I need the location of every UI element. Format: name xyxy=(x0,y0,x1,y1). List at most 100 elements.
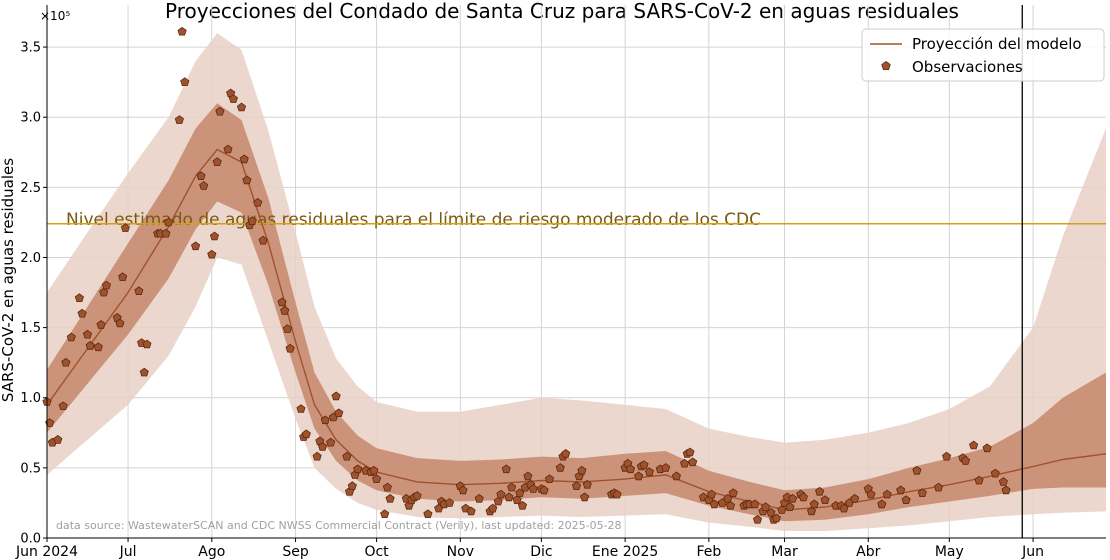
observation-point xyxy=(512,495,522,505)
observation-point xyxy=(580,492,590,502)
model-projection-line xyxy=(46,148,1107,511)
x-tick-label: Mar xyxy=(771,544,798,560)
y-axis-label: SARS-CoV-2 en aguas residuales xyxy=(0,158,17,402)
observation-point xyxy=(685,447,695,457)
observation-point xyxy=(728,488,738,498)
observation-point xyxy=(82,329,93,339)
observation-point xyxy=(215,106,225,116)
y-tick-label: 2.0 xyxy=(20,251,41,266)
observation-point xyxy=(528,484,538,493)
observation-point xyxy=(982,443,992,453)
observation-point xyxy=(680,458,690,468)
threshold-label: Nivel estimado de aguas residuales para … xyxy=(66,210,761,230)
observation-point xyxy=(385,493,395,503)
x-tick-label: Jun 2024 xyxy=(15,544,78,560)
observation-point xyxy=(644,467,654,477)
observation-point xyxy=(115,318,125,328)
x-tick-label: Nov xyxy=(447,544,474,560)
observation-point xyxy=(277,297,287,307)
observation-point xyxy=(180,77,190,86)
observation-point xyxy=(101,280,111,290)
observation-point xyxy=(212,157,222,167)
x-tick-label: May xyxy=(935,544,964,560)
observation-point xyxy=(877,499,887,509)
observation-point xyxy=(326,437,336,447)
observation-point xyxy=(45,418,55,427)
observation-point xyxy=(280,306,290,315)
observation-point xyxy=(612,489,622,499)
observation-point xyxy=(493,496,503,506)
observation-point xyxy=(372,474,382,484)
observation-point xyxy=(709,499,719,509)
observation-point xyxy=(444,498,455,507)
y-tick-label: 1.5 xyxy=(20,321,41,336)
confidence-bands xyxy=(47,33,1106,531)
observation-point xyxy=(504,492,514,502)
observation-point xyxy=(320,415,330,425)
legend-observations-swatch xyxy=(881,61,891,70)
observation-point xyxy=(318,442,328,451)
chart-title: Proyecciones del Condado de Santa Cruz p… xyxy=(165,0,959,23)
observation-point xyxy=(118,272,128,282)
observation-point xyxy=(347,481,357,491)
observation-point xyxy=(85,341,95,350)
axes xyxy=(46,5,1106,539)
observation-point xyxy=(750,499,760,509)
threshold-group: Nivel estimado de aguas residuales para … xyxy=(47,210,1106,230)
observation-point xyxy=(196,171,206,181)
observation-point xyxy=(688,457,698,467)
observation-point xyxy=(223,144,233,154)
observation-point xyxy=(661,463,671,472)
observation-point xyxy=(752,515,763,524)
observation-point xyxy=(258,235,268,245)
observation-point xyxy=(53,435,63,444)
observation-point xyxy=(96,320,106,329)
observation-point xyxy=(912,465,922,475)
observation-point xyxy=(134,286,144,296)
observation-point xyxy=(353,464,363,474)
observation-point xyxy=(507,482,517,492)
observation-point xyxy=(282,324,292,333)
observation-point xyxy=(990,468,1000,478)
observation-point xyxy=(369,465,379,475)
observation-point xyxy=(974,475,984,485)
observation-point xyxy=(725,500,736,510)
observation-point xyxy=(555,463,565,472)
observation-point xyxy=(191,241,201,251)
observation-point xyxy=(93,342,103,352)
observation-point xyxy=(788,493,798,503)
observation-point xyxy=(896,485,906,495)
observation-point xyxy=(639,460,649,469)
y-tick-label: 1.0 xyxy=(20,391,41,406)
observation-point xyxy=(228,94,238,103)
observation-point xyxy=(582,479,592,489)
observation-point xyxy=(960,456,971,465)
x-tick-label: Feb xyxy=(696,544,721,560)
observation-point xyxy=(850,493,860,503)
x-tick-label: Jun xyxy=(1021,544,1044,560)
observation-point xyxy=(998,477,1008,486)
observation-point xyxy=(634,471,644,481)
observation-point xyxy=(766,508,776,517)
x-tick-label: Sep xyxy=(282,544,309,560)
observation-point xyxy=(466,506,476,516)
observation-point xyxy=(474,493,484,503)
observation-point xyxy=(174,115,184,124)
x-tick-label: Ene 2025 xyxy=(592,544,658,560)
observation-point xyxy=(239,154,249,164)
observation-point xyxy=(539,485,549,495)
observation-point xyxy=(785,502,795,512)
observation-point xyxy=(942,451,952,461)
observation-point xyxy=(901,495,911,505)
observation-point xyxy=(177,26,187,36)
observation-point xyxy=(161,228,171,238)
observation-point xyxy=(61,357,71,367)
x-tick-label: Ago xyxy=(198,544,225,560)
observation-point xyxy=(142,339,152,349)
observation-point xyxy=(820,495,830,505)
observation-point xyxy=(882,489,892,499)
observation-point xyxy=(331,391,341,401)
observation-point xyxy=(815,486,825,496)
observation-point xyxy=(571,481,582,491)
